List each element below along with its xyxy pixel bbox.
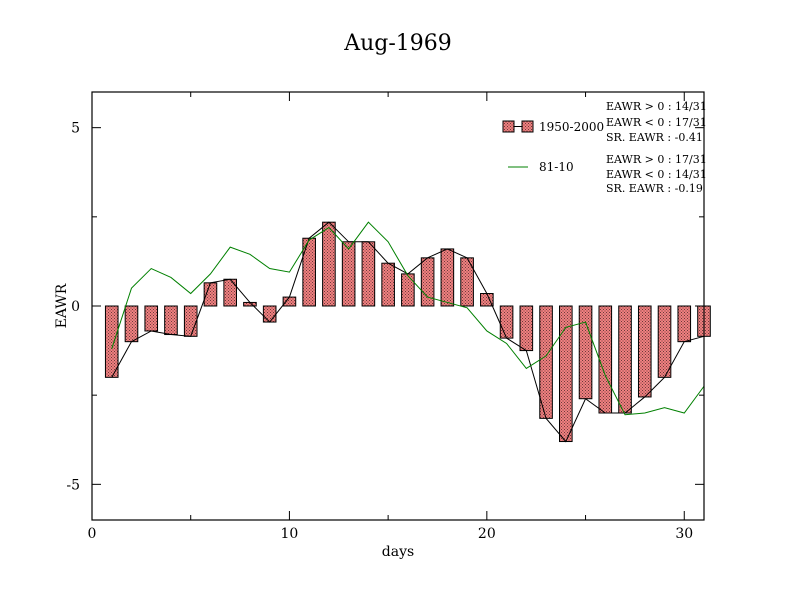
bar-1950-2000 (657, 305, 672, 378)
y-tick-label: 0 (71, 299, 80, 315)
bar-1950-2000 (124, 305, 139, 343)
legend-stat-line: EAWR < 0 : 17/31 (606, 116, 707, 129)
bar-1950-2000 (361, 241, 376, 307)
bar-1950-2000 (401, 273, 415, 307)
series-line-1950-2000 (111, 221, 705, 443)
legend-label-1950-2000: 1950-2000 (539, 120, 604, 134)
x-tick-label: 20 (478, 526, 496, 542)
legend-entry-1950-2000: 1950-2000 (502, 120, 604, 134)
bar-1950-2000 (164, 305, 178, 336)
legend-stat-line: EAWR > 0 : 14/31 (606, 100, 707, 113)
legend-stat-line: EAWR > 0 : 17/31 (606, 153, 707, 166)
bar-1950-2000 (282, 296, 297, 307)
bar-1950-2000 (104, 305, 119, 378)
bar-1950-2000 (440, 248, 455, 307)
bar-1950-2000 (322, 221, 336, 307)
x-axis-label: days (382, 544, 414, 560)
bar-1950-2000 (144, 305, 159, 332)
legend-stats-81-10: EAWR > 0 : 17/31 EAWR < 0 : 14/31 SR. EA… (606, 153, 707, 195)
y-axis-label: EAWR (54, 283, 70, 328)
bar-1950-2000 (223, 278, 237, 307)
legend-stat-line: EAWR < 0 : 14/31 (606, 168, 707, 181)
bar-1950-2000 (499, 305, 514, 339)
bar-1950-2000 (381, 262, 395, 307)
legend-swatch-1950-2000-right (521, 120, 534, 133)
y-tick-label: -5 (66, 477, 80, 493)
bar-1950-2000 (637, 305, 652, 398)
axis-ticks: 0 10 20 30 -5 0 5 (66, 92, 704, 542)
bar-1950-2000 (578, 305, 593, 400)
legend-stats-1950-2000: EAWR > 0 : 14/31 EAWR < 0 : 17/31 SR. EA… (606, 100, 707, 144)
bar-1950-2000 (519, 305, 534, 352)
series-line-81-10 (111, 221, 705, 416)
bar-1950-2000 (618, 305, 632, 414)
bar-1950-2000 (341, 241, 356, 307)
bar-1950-2000 (262, 305, 277, 323)
x-tick-label: 0 (88, 526, 97, 542)
bar-1950-2000 (302, 237, 316, 307)
legend-stat-line: SR. EAWR : -0.41 (606, 131, 703, 144)
chart-title: Aug-1969 (343, 31, 452, 56)
bar-1950-2000 (677, 305, 692, 343)
plot-area (104, 221, 711, 443)
legend: 1950-2000 EAWR > 0 : 14/31 EAWR < 0 : 17… (502, 100, 707, 195)
bar-1950-2000 (183, 305, 198, 337)
x-tick-label: 30 (675, 526, 693, 542)
x-tick-label: 10 (281, 526, 299, 542)
bar-1950-2000 (598, 305, 613, 414)
legend-stat-line: SR. EAWR : -0.19 (606, 182, 703, 195)
legend-label-81-10: 81-10 (539, 160, 574, 174)
legend-entry-81-10: 81-10 (508, 160, 574, 174)
legend-swatch-1950-2000-left (502, 120, 515, 133)
y-tick-label: 5 (71, 121, 80, 137)
